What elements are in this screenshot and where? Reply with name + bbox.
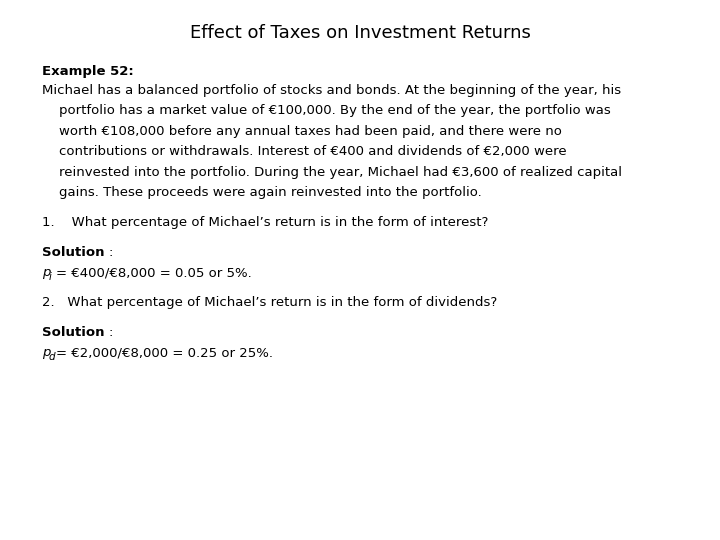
Text: contributions or withdrawals. Interest of €400 and dividends of €2,000 were: contributions or withdrawals. Interest o… [42, 145, 567, 158]
Text: Solution: Solution [42, 326, 104, 339]
Text: :: : [108, 246, 112, 259]
Text: = €2,000/€8,000 = 0.25 or 25%.: = €2,000/€8,000 = 0.25 or 25%. [56, 346, 273, 359]
Text: :: : [108, 326, 112, 339]
Text: Michael has a balanced portfolio of stocks and bonds. At the beginning of the ye: Michael has a balanced portfolio of stoc… [42, 84, 621, 97]
Text: p: p [42, 346, 50, 359]
Text: reinvested into the portfolio. During the year, Michael had €3,600 of realized c: reinvested into the portfolio. During th… [42, 166, 622, 179]
Text: p: p [42, 266, 50, 279]
Text: d: d [49, 352, 55, 362]
Text: gains. These proceeds were again reinvested into the portfolio.: gains. These proceeds were again reinves… [42, 186, 482, 199]
Text: worth €108,000 before any annual taxes had been paid, and there were no: worth €108,000 before any annual taxes h… [42, 125, 562, 138]
Text: Example 52:: Example 52: [42, 65, 133, 78]
Text: 2.   What percentage of Michael’s return is in the form of dividends?: 2. What percentage of Michael’s return i… [42, 296, 497, 309]
Text: Solution: Solution [42, 246, 104, 259]
Text: = €400/€8,000 = 0.05 or 5%.: = €400/€8,000 = 0.05 or 5%. [56, 266, 252, 279]
Text: portfolio has a market value of €100,000. By the end of the year, the portfolio : portfolio has a market value of €100,000… [42, 104, 611, 117]
Text: 1.    What percentage of Michael’s return is in the form of interest?: 1. What percentage of Michael’s return i… [42, 216, 488, 229]
Text: Effect of Taxes on Investment Returns: Effect of Taxes on Investment Returns [189, 24, 531, 42]
Text: i: i [49, 272, 52, 282]
